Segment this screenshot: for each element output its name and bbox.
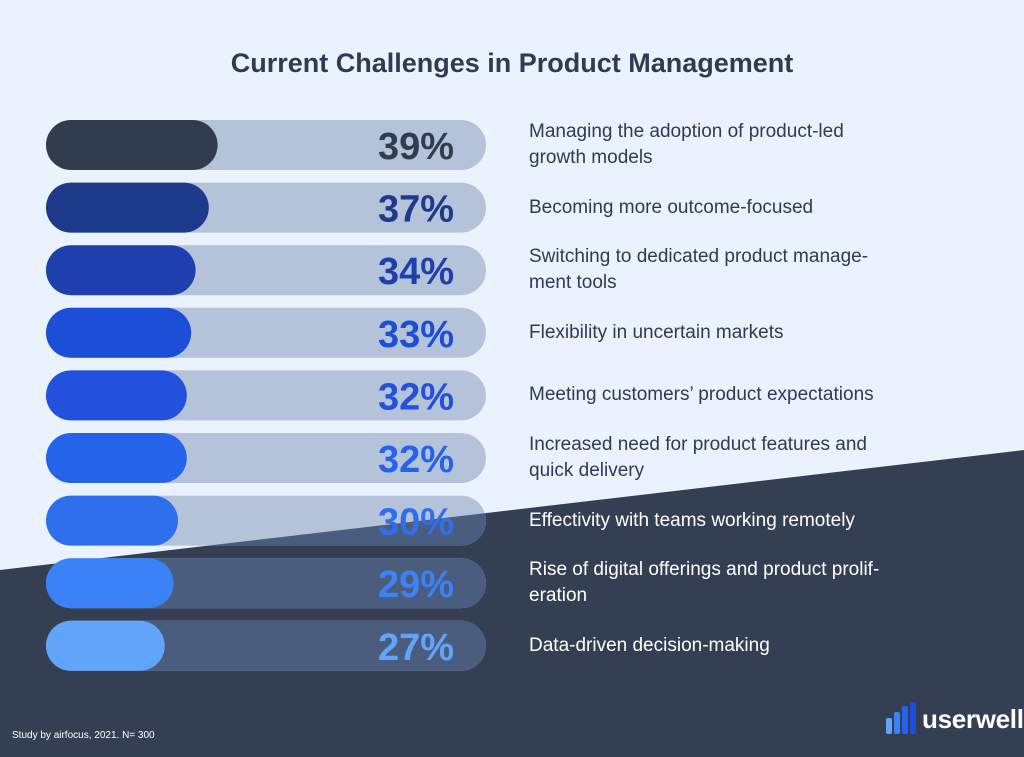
dark-diagonal-band — [0, 450, 1024, 757]
bar — [46, 120, 218, 170]
bar — [46, 182, 209, 233]
userwell-logo: userwell — [886, 702, 1024, 736]
study-footnote: Study by airfocus, 2021. N= 300 — [12, 730, 155, 741]
category-label-line: growth models — [529, 147, 653, 168]
logo-text: userwell — [922, 703, 1024, 734]
bar — [46, 245, 196, 296]
bar-value-label: 29% — [378, 564, 454, 606]
bar-value-label: 33% — [378, 314, 454, 356]
category-label-line: Increased need for product features and — [529, 434, 868, 455]
bar — [46, 495, 178, 546]
category-label: Rise of digital offerings and product pr… — [529, 557, 989, 609]
category-label-line: Switching to dedicated product manage- — [529, 246, 869, 268]
category-label: Flexibility in uncertain markets — [529, 320, 989, 346]
chart-title: Current Challenges in Product Management — [230, 48, 794, 78]
bar-value-label: 37% — [378, 189, 454, 231]
bar-value-label: 34% — [378, 251, 454, 293]
bar — [46, 620, 165, 671]
category-label: Becoming more outcome-focused — [529, 195, 989, 221]
category-label-line: Managing the adoption of product-led — [529, 121, 844, 142]
category-label: Data-driven decision-making — [529, 633, 989, 659]
bar-value-label: 27% — [378, 627, 454, 669]
bar-value-label: 39% — [378, 126, 454, 168]
category-label-line: eration — [529, 585, 588, 607]
category-label-line: Effectivity with teams working remotely — [529, 509, 855, 531]
category-label: Effectivity with teams working remotely — [529, 508, 989, 534]
category-label-line: Becoming more outcome-focused — [529, 196, 814, 218]
category-label-line: quick delivery — [529, 460, 645, 481]
bar-value-label: 32% — [378, 376, 454, 418]
category-label: Increased need for product features and q… — [529, 432, 989, 484]
category-label-line: Rise of digital offerings and product pr… — [529, 559, 880, 581]
bar — [46, 558, 174, 609]
category-label-line: ment tools — [529, 272, 617, 294]
category-label: Switching to dedicated product manage-me… — [529, 244, 989, 296]
bar-value-label: 32% — [378, 439, 454, 481]
bar — [46, 307, 192, 358]
bar — [46, 370, 187, 421]
userwell-logo-icon — [886, 702, 916, 734]
category-label: Managing the adoption of product-led grow… — [529, 119, 989, 171]
category-label-line: Data-driven decision-making — [529, 634, 770, 656]
bar — [46, 433, 187, 483]
category-label-line: Flexibility in uncertain markets — [529, 321, 784, 343]
bar-value-label: 30% — [378, 502, 454, 544]
category-label: Meeting customers’ product expectations — [529, 382, 989, 408]
category-label-line: Meeting customers’ product expectations — [529, 384, 874, 406]
